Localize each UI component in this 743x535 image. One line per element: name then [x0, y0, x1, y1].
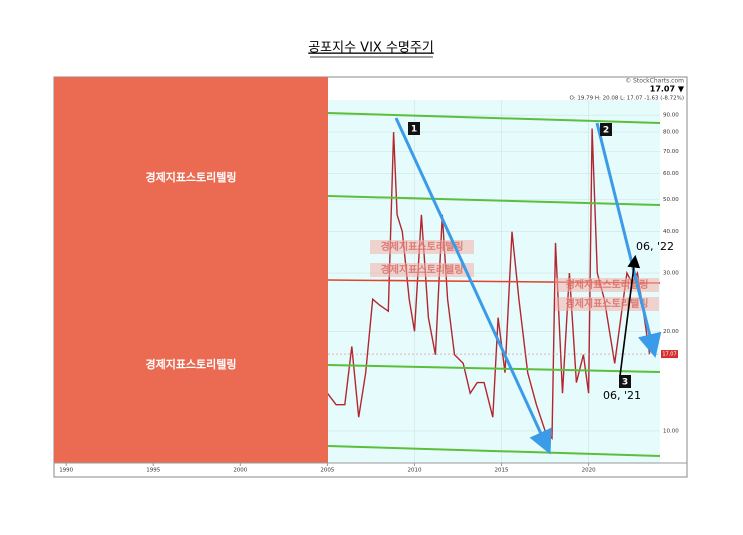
last-price: 17.07 ▼: [650, 85, 685, 94]
arrow: [619, 254, 641, 377]
x-tick-label: 1995: [146, 468, 160, 474]
watermark: 경제지표스토리텔링: [566, 278, 649, 291]
page-title: 공포지수 VIX 수명주기: [308, 41, 434, 56]
last-price-tag: [661, 350, 678, 359]
badge: [619, 375, 631, 388]
badge: [600, 123, 612, 136]
arrow: [595, 122, 662, 358]
x-tick-label: 2000: [233, 468, 247, 474]
x-tick-label: 2015: [495, 468, 509, 474]
badge-label: 1: [411, 125, 417, 135]
y-tick-label: 70.00: [663, 149, 679, 155]
arrow: [394, 117, 552, 455]
source: © StockCharts.com: [625, 78, 684, 85]
watermark: 경제지표스토리텔링: [566, 297, 649, 310]
panel-text: 경제지표스토리텔링: [145, 357, 236, 371]
y-tick-label: 90.00: [663, 113, 679, 119]
watermarks: 경제지표스토리텔링 경제지표스토리텔링 경제지표스토리텔링 경제지표스토리텔링: [370, 240, 659, 311]
quote: O: 19.79 H: 20.08 L: 17.07 -1.63 (-8.72%…: [570, 96, 684, 102]
x-tick-label: 2010: [407, 468, 421, 474]
last-price-tag-label: 17.07: [662, 352, 676, 358]
watermark: 경제지표스토리텔링: [381, 263, 464, 276]
x-tick-label: 2005: [320, 468, 334, 474]
y-tick-label: 10.00: [663, 428, 679, 434]
cover-panel: [54, 77, 328, 463]
channel-lines: [327, 112, 661, 457]
x-tick-label: 2020: [582, 468, 596, 474]
y-tick-label: 60.00: [663, 171, 679, 177]
badge: [408, 122, 420, 135]
x-tick-label: 1990: [59, 468, 73, 474]
y-tick-label: 80.00: [663, 130, 679, 136]
y-tick-label: 20.00: [663, 329, 679, 335]
badge-label: 2: [603, 126, 609, 136]
badge-label: 3: [622, 378, 628, 388]
y-tick-label: 50.00: [663, 197, 679, 203]
watermark: 경제지표스토리텔링: [381, 240, 464, 253]
vix-line: [326, 128, 651, 441]
annotation: 06, '22: [636, 240, 674, 253]
panel-text: 경제지표스토리텔링: [145, 170, 236, 184]
y-tick-label: 40.00: [663, 229, 679, 235]
annotation: 06, '21: [603, 389, 641, 402]
y-tick-label: 30.00: [663, 271, 679, 277]
